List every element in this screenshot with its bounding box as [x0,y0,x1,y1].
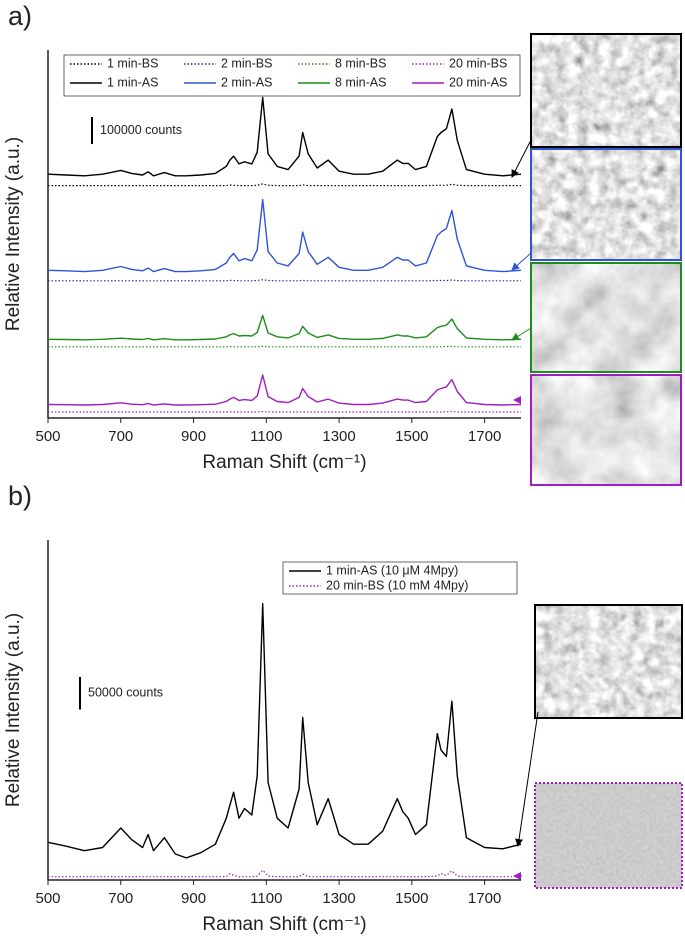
x-tick-label: 1300 [322,428,355,445]
spectrum-line [47,198,522,273]
legend-box [63,54,521,97]
spectrum-line [48,869,521,878]
x-tick-label: 1300 [322,890,355,907]
legend-label: 8 min-BS [335,56,386,70]
legend-label: 2 min-BS [221,56,272,70]
legend-label: 20 min-AS [449,75,507,89]
spectrum-line [48,345,521,348]
y-axis-title: Relative Intensity (a.u.) [3,613,24,807]
x-tick-label: 1100 [250,890,282,907]
legend-label: 2 min-AS [221,75,272,89]
spectrum-line [48,183,521,187]
legend-label: 1 min-BS [107,56,158,70]
scale-bar-label: 100000 counts [100,123,182,137]
spectrum-line [47,374,522,406]
legend-label: 8 min-AS [335,75,386,89]
spectrum-line [47,603,522,859]
x-tick-label: 1700 [468,428,501,445]
x-axis-title: Raman Shift (cm⁻¹) [202,452,366,473]
x-tick-label: 700 [108,890,133,907]
panel-label: a) [8,1,32,31]
panel-label: b) [8,481,32,511]
x-tick-label: 700 [108,428,133,445]
spectrum-line [48,279,521,282]
legend-label: 20 min-BS [449,56,507,70]
spectrum-line [47,314,522,341]
legend-label: 1 min-AS (10 μM 4Mpy) [326,563,458,577]
x-tick-label: 1100 [250,428,282,445]
sem-images [530,33,683,889]
x-tick-label: 500 [35,890,60,907]
x-tick-label: 900 [181,890,206,907]
x-tick-label: 1700 [468,890,501,907]
x-tick-label: 1500 [395,428,428,445]
legend-label: 20 min-BS (10 mM 4Mpy) [326,578,468,592]
scale-bar-label: 50000 counts [88,686,163,700]
x-tick-label: 500 [35,428,60,445]
y-axis-title: Relative Intensity (a.u.) [3,137,24,331]
spectrum-line [48,410,521,413]
spectrum-line [47,96,522,177]
arrows [511,139,539,880]
legend-label: 1 min-AS [107,75,158,89]
x-tick-label: 1500 [395,890,428,907]
x-axis-title: Raman Shift (cm⁻¹) [202,914,366,935]
legend-box [282,561,518,595]
x-tick-label: 900 [181,428,206,445]
